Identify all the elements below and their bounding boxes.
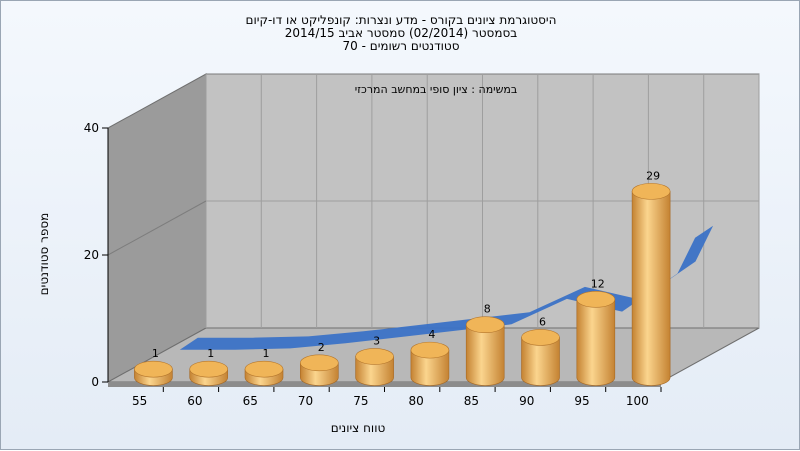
- y-tick-labels: 0 20 40: [84, 121, 109, 389]
- bar-body: [521, 337, 560, 386]
- data-label: 1: [207, 347, 214, 360]
- data-label: 1: [263, 347, 270, 360]
- y-tick-label: 40: [84, 121, 99, 135]
- bar-body: [576, 299, 616, 386]
- x-tick-label: 100: [626, 394, 649, 408]
- bar-body: [465, 324, 505, 386]
- x-axis-title: טווח ציונים: [331, 421, 386, 435]
- bar-cap: [300, 354, 339, 372]
- y-tick-label: 20: [84, 248, 99, 262]
- grid-line-side: [107, 200, 207, 256]
- bar-cap: [410, 341, 450, 359]
- bar: [410, 341, 450, 386]
- chart-title-line-1: היסטוגרמת ציונים בקורס - מדע ונצרות: קונ…: [246, 13, 557, 27]
- x-tick-label: 85: [464, 394, 479, 408]
- bar: [355, 348, 394, 386]
- bar-cap: [244, 360, 284, 378]
- chart-subtitle: במשימה : ציון סופי במחשב המרכזי: [355, 83, 518, 96]
- chart-title-line-3: סטודנטים רשומים - 70: [342, 39, 459, 53]
- data-label: 1: [152, 347, 159, 360]
- bar: [576, 291, 616, 386]
- x-tick-label: 55: [132, 394, 147, 408]
- data-label: 29: [646, 169, 660, 182]
- bar-cap: [576, 291, 616, 308]
- y-axis-title: מספר סטודנטים: [37, 213, 51, 296]
- x-tick-label: 75: [353, 394, 368, 408]
- bar: [465, 316, 505, 386]
- grid-lines: [107, 74, 760, 328]
- bar-body: [410, 349, 450, 386]
- x-tick-label: 70: [298, 394, 313, 408]
- x-tick-label: 90: [519, 394, 534, 408]
- x-tick-label: 65: [243, 394, 258, 408]
- data-label: 4: [428, 328, 435, 341]
- chart-title-line-2: בסמסטר (02/2014) סמסטר אביב 2014/15: [285, 26, 517, 40]
- bar-cap: [134, 360, 173, 378]
- bar-cap: [355, 348, 394, 365]
- trend-ribbon: [179, 225, 714, 350]
- data-label: 6: [539, 315, 546, 328]
- bar: [300, 354, 339, 386]
- data-label: 3: [373, 334, 380, 347]
- data-label: 8: [484, 303, 491, 316]
- y-tick-label: 0: [91, 375, 99, 389]
- x-tick-label: 60: [187, 394, 202, 408]
- bar: [521, 329, 560, 386]
- bar-cap: [521, 329, 560, 346]
- bar-cap: [465, 316, 505, 334]
- bar: [631, 183, 671, 386]
- bar-body: [631, 191, 671, 386]
- data-label: 12: [591, 277, 605, 290]
- bar-cap: [189, 360, 229, 378]
- x-tick-label: 80: [409, 394, 424, 408]
- x-tick-label: 95: [574, 394, 589, 408]
- bar: [134, 360, 173, 386]
- bar-cap: [631, 183, 671, 200]
- bar: [244, 360, 284, 386]
- x-tick-labels: 55 60 65 70 75 80 85 90 95 100: [132, 387, 662, 408]
- bar: [189, 360, 229, 386]
- data-label: 2: [318, 341, 325, 354]
- bars-layer: [134, 183, 671, 386]
